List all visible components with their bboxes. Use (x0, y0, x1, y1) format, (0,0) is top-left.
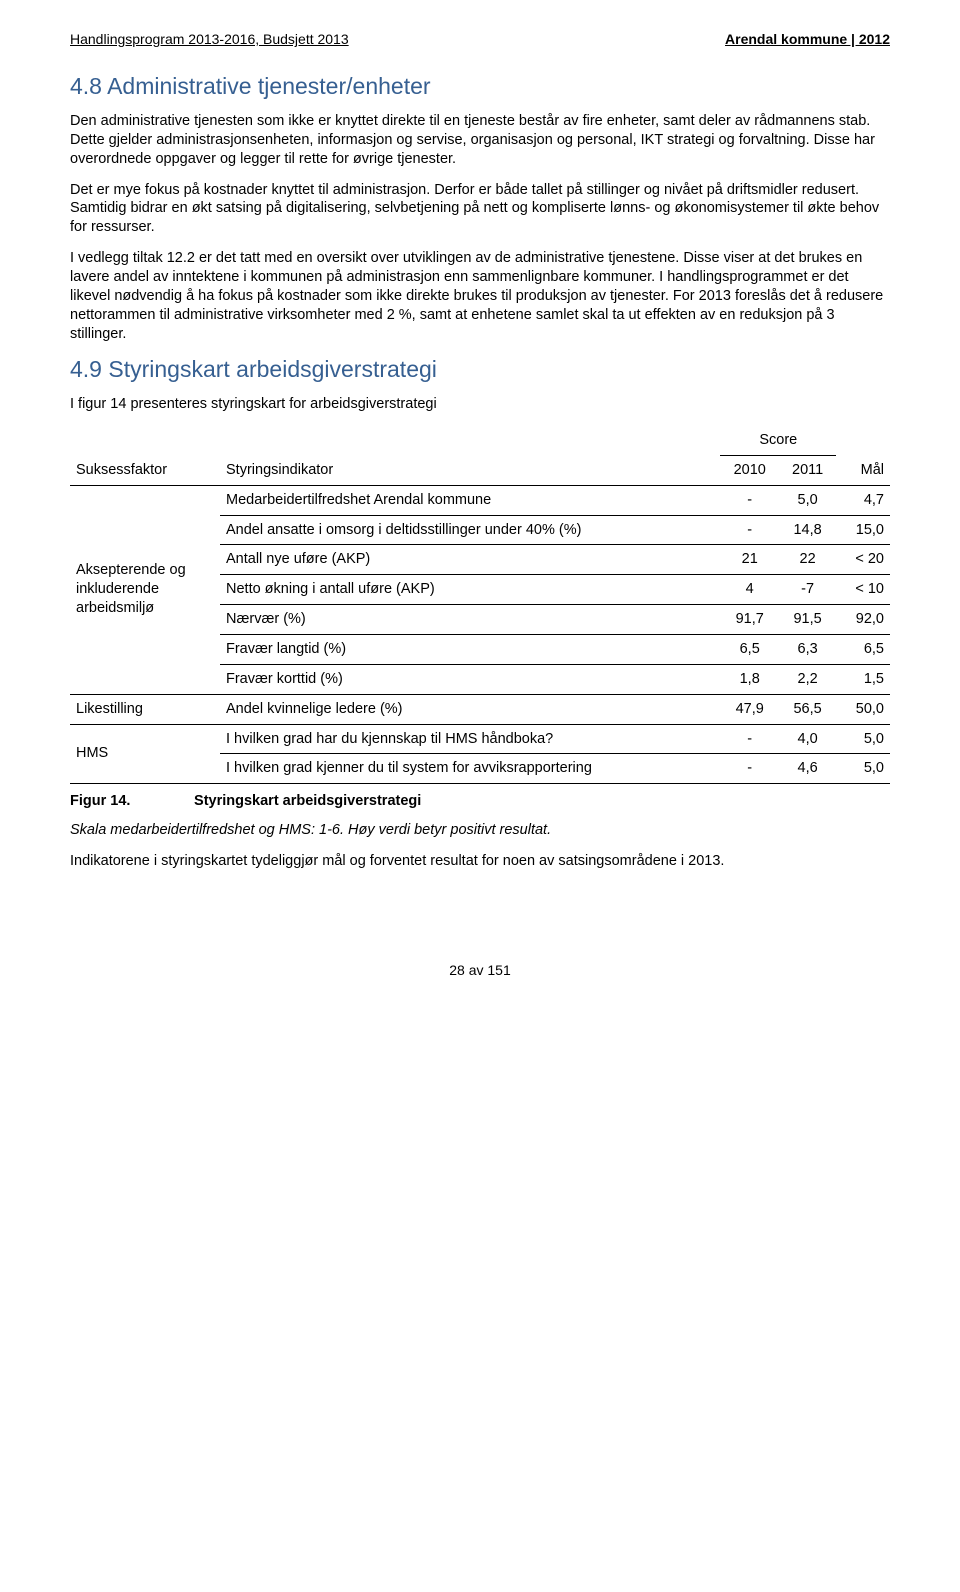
maal-cell: 50,0 (836, 694, 890, 724)
v2011-cell: 2,2 (779, 664, 836, 694)
indikator-cell: Fravær korttid (%) (220, 664, 720, 694)
section-48-title: 4.8 Administrative tjenester/enheter (70, 72, 890, 102)
section-48-p3: I vedlegg tiltak 12.2 er det tatt med en… (70, 249, 890, 343)
indikator-cell: Andel ansatte i omsorg i deltidsstilling… (220, 515, 720, 545)
table-body: Aksepterende og inkluderende arbeidsmilj… (70, 485, 890, 783)
v2010-cell: 47,9 (720, 694, 779, 724)
v2011-cell: 4,0 (779, 724, 836, 754)
table-row: Aksepterende og inkluderende arbeidsmilj… (70, 485, 890, 515)
footnote: Skala medarbeidertilfredshet og HMS: 1-6… (70, 821, 890, 840)
v2010-cell: 4 (720, 575, 779, 605)
maal-cell: < 20 (836, 545, 890, 575)
page-header: Handlingsprogram 2013-2016, Budsjett 201… (70, 30, 890, 48)
section-48-p1: Den administrative tjenesten som ikke er… (70, 112, 890, 169)
maal-cell: 6,5 (836, 635, 890, 665)
header-left: Handlingsprogram 2013-2016, Budsjett 201… (70, 30, 349, 48)
header-right: Arendal kommune | 2012 (725, 30, 890, 48)
indikator-cell: Nærvær (%) (220, 605, 720, 635)
col-2010: 2010 (720, 455, 779, 485)
maal-cell: 92,0 (836, 605, 890, 635)
maal-cell: 1,5 (836, 664, 890, 694)
table-row: HMSI hvilken grad har du kjennskap til H… (70, 724, 890, 754)
v2011-cell: 56,5 (779, 694, 836, 724)
indikator-cell: Antall nye uføre (AKP) (220, 545, 720, 575)
v2011-cell: 6,3 (779, 635, 836, 665)
indikator-cell: Fravær langtid (%) (220, 635, 720, 665)
v2011-cell: -7 (779, 575, 836, 605)
indikator-cell: I hvilken grad har du kjennskap til HMS … (220, 724, 720, 754)
indikator-cell: Andel kvinnelige ledere (%) (220, 694, 720, 724)
section-49-intro: I figur 14 presenteres styringskart for … (70, 395, 890, 414)
page-number: 28 av 151 (70, 961, 890, 979)
v2010-cell: 21 (720, 545, 779, 575)
v2010-cell: 6,5 (720, 635, 779, 665)
suksessfaktor-cell: HMS (70, 724, 220, 784)
table-head: Suksessfaktor Styringsindikator Score Må… (70, 426, 890, 485)
suksessfaktor-cell: Likestilling (70, 694, 220, 724)
figure-label: Figur 14. (70, 792, 190, 811)
figure-caption: Figur 14. Styringskart arbeidsgiverstrat… (70, 792, 890, 811)
suksessfaktor-cell: Aksepterende og inkluderende arbeidsmilj… (70, 485, 220, 694)
v2010-cell: - (720, 724, 779, 754)
maal-cell: 5,0 (836, 724, 890, 754)
maal-cell: 15,0 (836, 515, 890, 545)
indikator-cell: Medarbeidertilfredshet Arendal kommune (220, 485, 720, 515)
v2011-cell: 22 (779, 545, 836, 575)
maal-cell: < 10 (836, 575, 890, 605)
v2010-cell: - (720, 515, 779, 545)
section-48-p2: Det er mye fokus på kostnader knyttet ti… (70, 181, 890, 238)
v2010-cell: 1,8 (720, 664, 779, 694)
figure-title: Styringskart arbeidsgiverstrategi (194, 793, 421, 809)
col-score: Score (720, 426, 836, 455)
indikator-cell: Netto økning i antall uføre (AKP) (220, 575, 720, 605)
col-2011: 2011 (779, 455, 836, 485)
col-suksessfaktor: Suksessfaktor (70, 426, 220, 485)
v2011-cell: 4,6 (779, 754, 836, 784)
section-49-title: 4.9 Styringskart arbeidsgiverstrategi (70, 355, 890, 385)
v2011-cell: 14,8 (779, 515, 836, 545)
maal-cell: 4,7 (836, 485, 890, 515)
closing: Indikatorene i styringskartet tydeliggjø… (70, 852, 890, 871)
v2010-cell: 91,7 (720, 605, 779, 635)
v2010-cell: - (720, 754, 779, 784)
col-styringsindikator: Styringsindikator (220, 426, 720, 485)
col-maal: Mål (836, 426, 890, 485)
indikator-cell: I hvilken grad kjenner du til system for… (220, 754, 720, 784)
table-row: LikestillingAndel kvinnelige ledere (%)4… (70, 694, 890, 724)
maal-cell: 5,0 (836, 754, 890, 784)
v2010-cell: - (720, 485, 779, 515)
v2011-cell: 91,5 (779, 605, 836, 635)
v2011-cell: 5,0 (779, 485, 836, 515)
styringskart-table: Suksessfaktor Styringsindikator Score Må… (70, 426, 890, 784)
